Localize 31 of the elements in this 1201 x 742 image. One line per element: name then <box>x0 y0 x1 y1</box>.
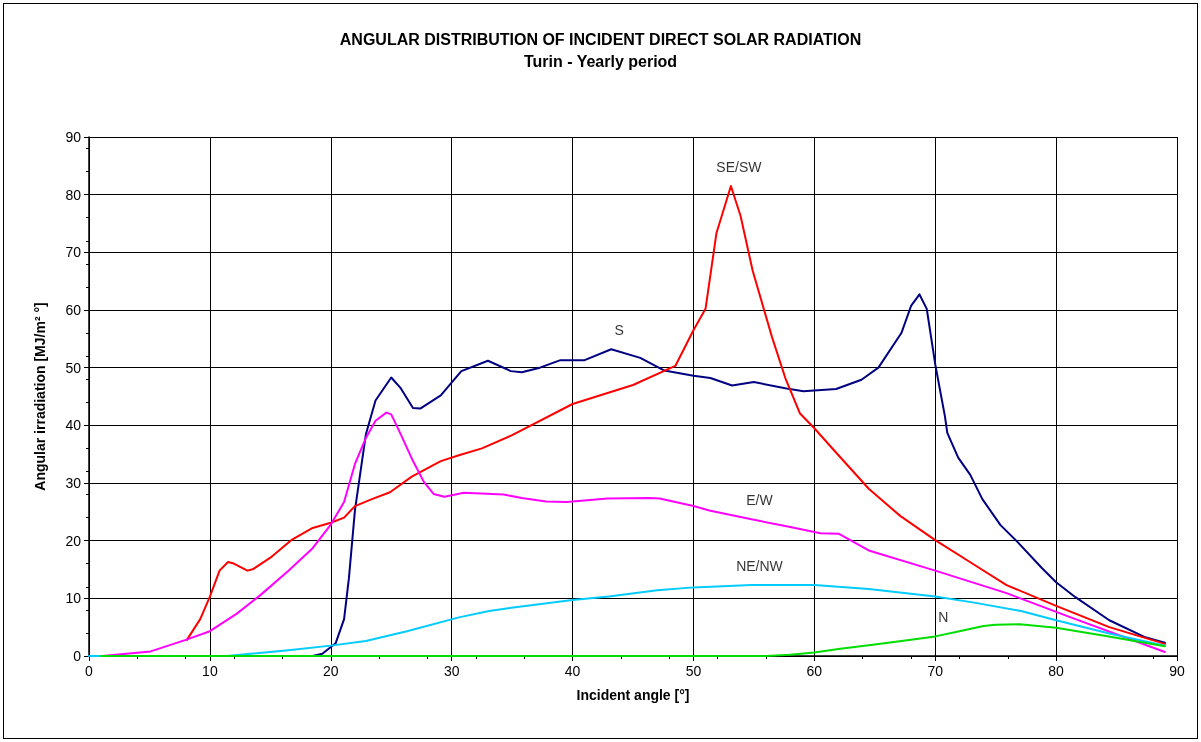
annotation: N <box>938 609 949 626</box>
y-axis-title: Angular irradiation [MJ/m² °] <box>32 302 48 491</box>
x-tick-label: 70 <box>927 663 944 679</box>
y-tick-label: 20 <box>65 532 82 549</box>
x-tick-label: 80 <box>1048 663 1065 679</box>
line-series <box>100 623 1166 657</box>
x-tick-label: 40 <box>564 663 581 679</box>
y-tick-label: 60 <box>65 302 82 318</box>
x-tick-label: 60 <box>806 663 823 679</box>
annotation: SE/SW <box>716 159 763 176</box>
annotation: NE/NW <box>736 558 784 575</box>
y-tick-label: 80 <box>65 186 82 203</box>
line-series <box>185 185 1166 645</box>
annotation: S <box>614 322 624 339</box>
x-tick-label: 30 <box>443 663 460 679</box>
x-tick-label: 0 <box>85 663 94 679</box>
y-tick-label: 0 <box>73 648 82 664</box>
chart-subtitle: Turin - Yearly period <box>523 52 678 70</box>
y-tick-label: 10 <box>65 590 82 607</box>
chart-title: ANGULAR DISTRIBUTION OF INCIDENT DIRECT SOLAR RADIATION <box>339 30 862 48</box>
annotation: E/W <box>746 492 774 509</box>
y-tick-label: 30 <box>65 475 82 491</box>
x-tick-label: 20 <box>322 663 339 679</box>
y-tick-label: 70 <box>65 244 82 261</box>
y-tick-label: 40 <box>65 417 82 434</box>
x-tick-label: 10 <box>202 663 218 679</box>
x-axis-title: Incident angle [°] <box>576 687 690 703</box>
x-tick-label: 50 <box>685 663 702 679</box>
y-tick-label: 50 <box>65 359 82 376</box>
y-tick-label: 90 <box>65 129 82 145</box>
x-tick-label: 90 <box>1169 663 1185 679</box>
